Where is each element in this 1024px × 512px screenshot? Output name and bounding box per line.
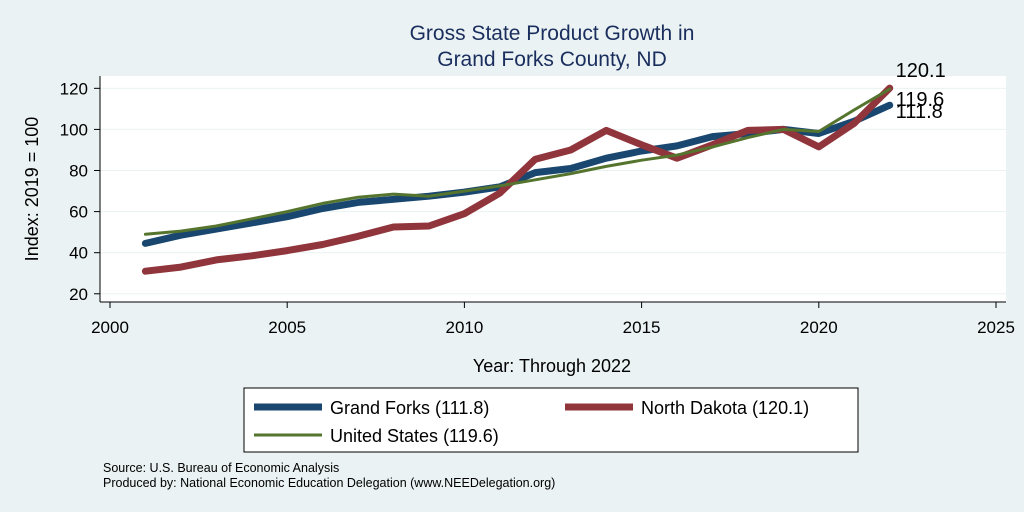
legend: Grand Forks (111.8) North Dakota (120.1)…: [243, 387, 859, 453]
plot-area: [100, 76, 1006, 302]
y-tick-label: 120: [60, 79, 88, 98]
source-note: Source: U.S. Bureau of Economic Analysis: [103, 461, 339, 475]
x-tick-label: 2010: [445, 318, 483, 337]
axes: 20 40 60 80 100 120 2000 2005 2010 2015 2020 2025: [60, 76, 1015, 337]
x-axis-label: Year: Through 2022: [473, 356, 631, 376]
legend-box: [243, 387, 859, 453]
y-tick-label: 80: [69, 162, 88, 181]
legend-label-grand-forks: Grand Forks (111.8): [330, 398, 489, 418]
end-labels: 111.8 120.1 119.6: [896, 60, 946, 123]
end-label-north-dakota: 120.1: [896, 60, 946, 82]
gridlines: [100, 87, 1006, 295]
series-lines: [141, 84, 894, 275]
x-tick-label: 2015: [623, 318, 661, 337]
legend-label-north-dakota: North Dakota (120.1): [641, 398, 809, 418]
y-tick-label: 20: [69, 285, 88, 304]
chart-title-line-2: Grand Forks County, ND: [437, 48, 667, 71]
x-tick-label: 2005: [268, 318, 306, 337]
end-label-united-states: 119.6: [896, 89, 945, 111]
series-line-north-dakota: [141, 84, 894, 275]
legend-label-united-states: United States (119.6): [330, 426, 499, 446]
series-line-united-states: [143, 87, 892, 236]
x-tick-label: 2025: [977, 318, 1015, 337]
y-axis-label: Index: 2019 = 100: [22, 117, 42, 262]
x-tick-label: 2000: [91, 318, 129, 337]
produced-by-note: Produced by: National Economic Education…: [103, 476, 555, 490]
x-tick-label: 2020: [800, 318, 838, 337]
chart-title-line-1: Gross State Product Growth in: [410, 22, 695, 45]
y-tick-label: 100: [60, 120, 88, 139]
y-tick-label: 40: [69, 244, 88, 263]
y-tick-label: 60: [69, 203, 88, 222]
end-label-grand-forks: 111.8: [896, 101, 943, 123]
